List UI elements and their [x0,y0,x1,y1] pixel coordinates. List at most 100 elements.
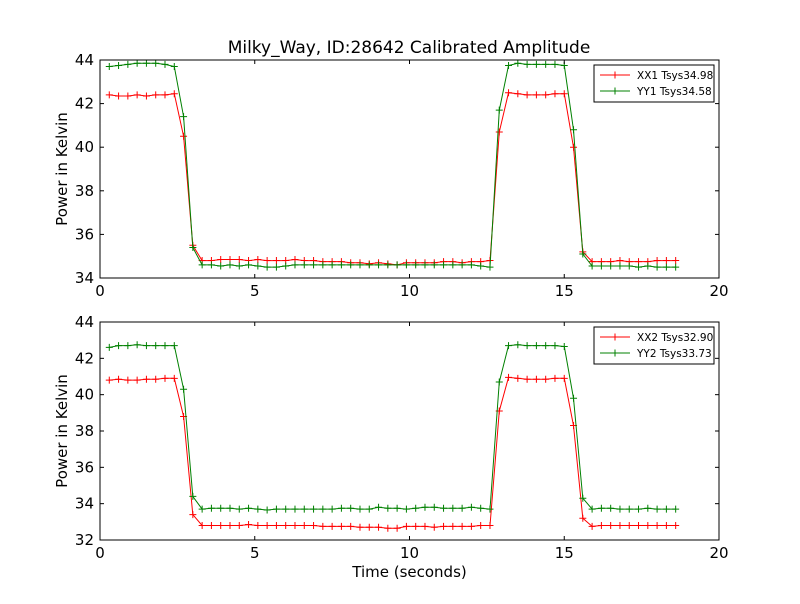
data-point [467,261,475,269]
data-point [616,505,624,513]
data-point [672,505,680,513]
data-point [152,59,160,67]
legend-label: XX2 Tsys32.90 [637,332,713,344]
y-tick-label: 42 [75,349,94,367]
data-point [115,61,123,69]
data-point [523,60,531,68]
data-point [337,522,345,530]
data-point [319,522,327,530]
top-axes: 0 5 10 15 20 34 36 38 40 42 44 Power in Kelvin XX1 T… [53,51,729,300]
data-point [170,63,178,71]
data-point [161,374,169,382]
data-point [356,523,364,531]
data-point [597,504,605,512]
data-point [514,59,522,67]
data-point [440,522,448,530]
data-point [551,342,559,350]
data-point [180,132,188,140]
data-point [430,503,438,511]
data-point [384,524,392,532]
data-point [254,262,262,270]
y-tick-label: 38 [75,182,94,200]
legend-marker [611,71,619,79]
data-point [384,261,392,269]
data-point [189,243,197,251]
data-point [570,126,578,134]
data-point [319,505,327,513]
data-point [644,262,652,270]
data-point [124,342,132,350]
y-tick-label: 36 [75,458,94,476]
y-axis-label: Power in Kelvin [53,112,71,226]
x-tick-label: 10 [400,544,419,562]
data-point [607,504,615,512]
data-point [523,91,531,99]
data-point [207,521,215,529]
data-point [365,505,373,513]
data-point [282,505,290,513]
data-point [347,504,355,512]
data-point [207,504,215,512]
data-point [310,505,318,513]
x-tick-label: 15 [555,544,574,562]
data-point [505,342,513,350]
data-point [505,373,513,381]
data-point [542,91,550,99]
x-tick-label: 5 [250,282,260,300]
data-point [588,262,596,270]
data-point [272,257,280,265]
x-tick-label: 10 [400,282,419,300]
data-point [356,261,364,269]
data-point [579,514,587,522]
data-point [170,90,178,98]
data-point [672,257,680,265]
data-point [393,524,401,532]
x-tick-label: 20 [709,282,728,300]
y-tick-label: 40 [75,386,94,404]
data-point [310,261,318,269]
data-point [282,521,290,529]
data-point [440,261,448,269]
data-point [393,261,401,269]
data-point [263,506,271,514]
data-point [245,521,253,529]
data-point [133,341,141,349]
legend-box [593,64,715,103]
data-point [542,375,550,383]
data-point [402,522,410,530]
data-point [542,60,550,68]
data-point [105,376,113,384]
legend-label: YY1 Tsys34.58 [636,86,712,98]
data-point [653,257,661,265]
data-point [198,261,206,269]
data-point [672,521,680,529]
data-point [105,63,113,71]
data-point [495,128,503,136]
data-point [152,342,160,350]
data-point [115,92,123,100]
data-point [226,504,234,512]
data-point [115,342,123,350]
data-point [254,505,262,513]
data-point [597,262,605,270]
y-axis-label: Power in Kelvin [53,374,71,488]
data-point [542,342,550,350]
data-point [161,342,169,350]
data-point [579,250,587,258]
data-point [282,262,290,270]
data-point [570,143,578,151]
data-point [560,374,568,382]
data-point [393,504,401,512]
data-point [133,59,141,67]
data-point [625,262,633,270]
data-point [467,522,475,530]
data-point [217,262,225,270]
data-point [607,521,615,529]
data-point [161,91,169,99]
data-point [430,523,438,531]
data-point [152,375,160,383]
data-point [514,341,522,349]
data-point [514,90,522,98]
data-point [560,343,568,351]
